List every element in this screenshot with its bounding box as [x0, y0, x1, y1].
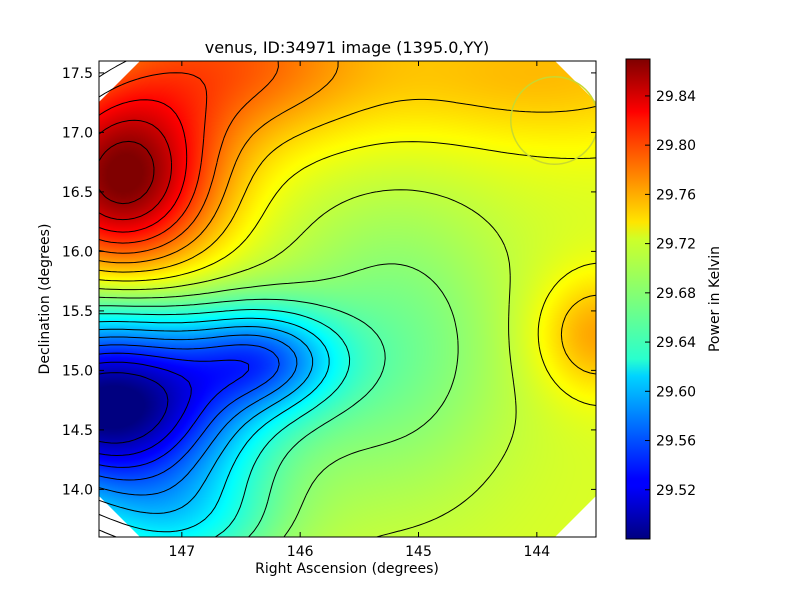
y-tick-label: 16.5 — [62, 185, 93, 201]
contour-line — [99, 326, 314, 514]
contour-line — [99, 119, 172, 221]
colorbar-tick-label: 29.64 — [656, 335, 696, 351]
y-tick-label: 15.5 — [62, 304, 93, 320]
colorbar-tick-label: 29.84 — [656, 89, 696, 105]
colorbar-tick-label: 29.68 — [656, 286, 696, 302]
colorbar-tick-label: 29.72 — [656, 237, 696, 253]
contour-line — [99, 140, 155, 205]
chart-title: venus, ID:34971 image (1395.0,YY) — [205, 38, 490, 57]
y-tick-label: 14.0 — [62, 482, 93, 498]
contour-line — [99, 344, 280, 481]
contour-lines — [99, 61, 596, 537]
contour-line — [99, 61, 339, 264]
contour-line — [99, 309, 351, 537]
y-tick-label: 16.0 — [62, 244, 93, 260]
contour-line — [99, 263, 459, 537]
contour-line — [99, 99, 188, 233]
contour-line — [99, 98, 596, 375]
plot-area — [99, 61, 596, 537]
y-tick-label: 17.0 — [62, 125, 93, 141]
beam-marker — [510, 75, 596, 166]
colorbar-tick-label: 29.60 — [656, 384, 696, 400]
contour-line — [99, 61, 279, 254]
colorbar-tick-label: 29.56 — [656, 434, 696, 450]
x-tick-label: 146 — [287, 544, 314, 560]
x-axis-ticks: 147 146 145 144 — [168, 61, 550, 560]
axes-frame — [98, 60, 597, 538]
contour-line — [99, 189, 517, 537]
contour-line — [99, 141, 596, 406]
corner-mask-top-left — [99, 61, 140, 102]
colorbar-tick-label: 29.76 — [656, 187, 696, 203]
y-tick-label: 15.0 — [62, 363, 93, 379]
colorbar — [625, 58, 651, 540]
colorbar-label: Power in Kelvin — [707, 246, 723, 352]
contour-line — [99, 298, 386, 537]
x-tick-label: 144 — [523, 544, 550, 560]
colorbar-tick-label: 29.52 — [656, 483, 696, 499]
corner-mask-bottom-right — [555, 496, 596, 537]
colorbar-ticks: 29.52 29.56 29.60 29.64 29.68 29.72 29.76 29.80… — [645, 89, 696, 499]
colorbar-tick-label: 29.80 — [656, 138, 696, 154]
contour-line — [99, 334, 298, 496]
corner-mask-bottom-left — [99, 496, 140, 537]
y-axis-label: Declination (degrees) — [37, 224, 53, 375]
y-axis-ticks: 14.0 14.5 15.0 15.5 16.0 16.5 17.0 17.5 — [62, 66, 596, 498]
y-tick-label: 17.5 — [62, 66, 93, 82]
contour-line — [99, 372, 169, 444]
contour-line — [99, 317, 330, 533]
contour-line — [99, 352, 250, 468]
x-axis-label: Right Ascension (degrees) — [255, 561, 439, 577]
x-tick-label: 147 — [168, 544, 195, 560]
y-tick-label: 14.5 — [62, 423, 93, 439]
x-tick-label: 145 — [405, 544, 432, 560]
contour-line — [99, 72, 208, 244]
